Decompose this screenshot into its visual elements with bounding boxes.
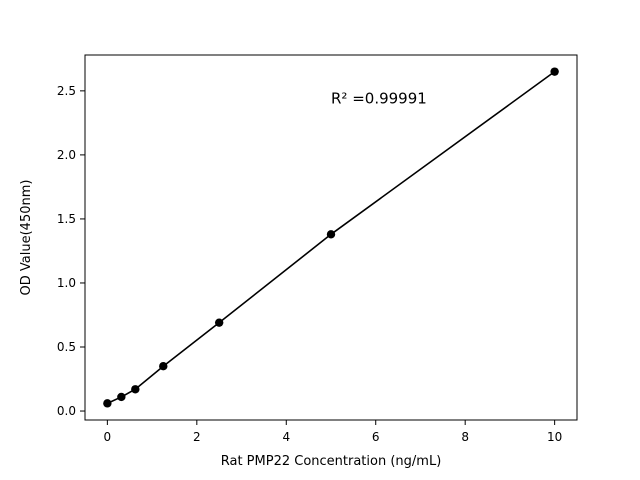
y-tick-label: 2.5 [57,84,76,98]
x-tick-label: 2 [193,430,201,444]
y-tick-label: 0.5 [57,340,76,354]
data-point [117,392,126,402]
x-tick-label: 0 [104,430,112,444]
plot-border [84,54,578,421]
x-tick-label: 10 [547,430,562,444]
y-tick-label: 0.0 [57,404,76,418]
data-point [131,385,140,394]
y-axis-label: OD Value(450nm) [19,180,34,296]
data-point [159,362,168,371]
x-axis-label: Rat PMP22 Concentration (ng/mL) [221,454,442,469]
data-point [103,399,112,408]
x-tick-label: 8 [461,430,469,444]
y-tick-label: 1.0 [57,276,76,290]
data-point [550,67,559,76]
r-squared-annotation: R² =0.99991 [331,90,427,108]
data-point [214,318,224,327]
y-tick-label: 2.0 [57,148,76,162]
y-tick-label: 1.5 [57,212,76,226]
x-tick-label: 4 [282,430,290,444]
x-tick-label: 6 [372,430,380,444]
data-point [326,230,336,239]
